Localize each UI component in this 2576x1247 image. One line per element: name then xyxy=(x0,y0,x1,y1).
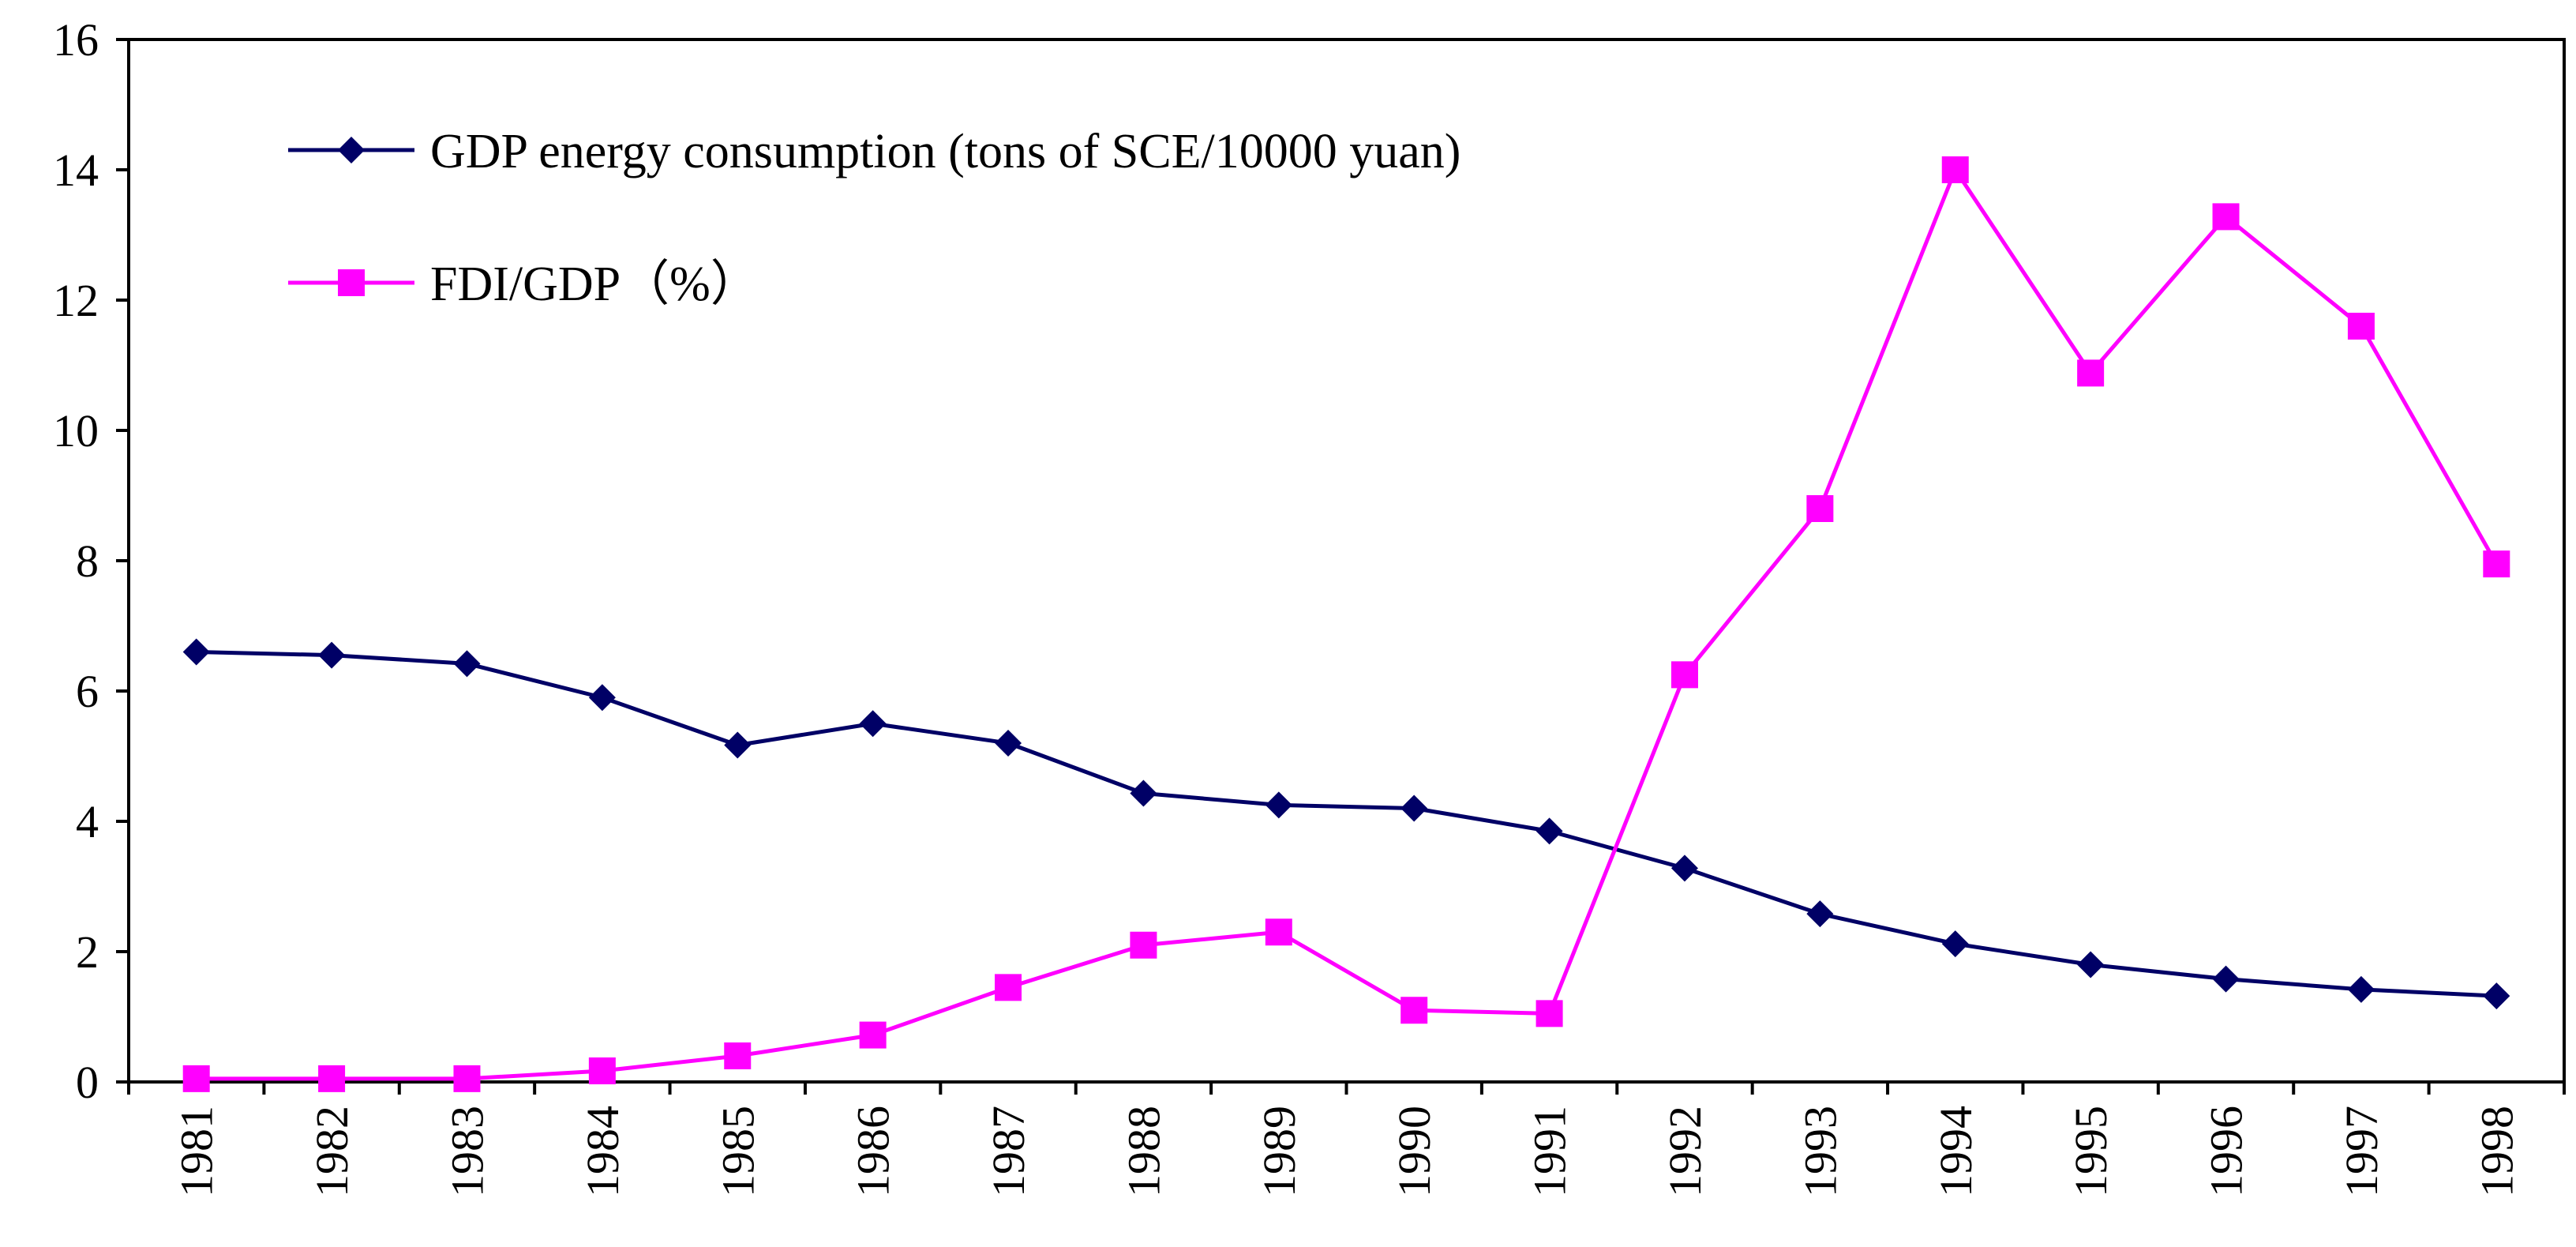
legend-entry: FDI/GDP（%） xyxy=(288,257,759,311)
legend-diamond-marker xyxy=(338,137,365,163)
x-tick-label: 1998 xyxy=(2471,1106,2522,1197)
x-tick-label: 1993 xyxy=(1794,1106,1846,1197)
square-marker xyxy=(724,1042,752,1069)
square-marker xyxy=(1535,1000,1563,1027)
x-tick-label: 1997 xyxy=(2336,1106,2387,1197)
legend: GDP energy consumption (tons of SCE/1000… xyxy=(288,125,1460,311)
diamond-marker xyxy=(182,638,210,666)
x-tick-label: 1992 xyxy=(1659,1106,1711,1197)
diamond-marker xyxy=(1400,794,1428,822)
diamond-marker xyxy=(1806,900,1834,928)
square-marker xyxy=(995,974,1022,1001)
square-marker xyxy=(588,1057,616,1084)
square-marker xyxy=(2212,203,2240,231)
y-axis: 0 2 4 6 8 10 12 14 16 xyxy=(53,14,129,1108)
diamond-marker xyxy=(1265,791,1292,819)
diamond-marker xyxy=(318,641,346,669)
diamond-marker xyxy=(453,650,481,678)
diamond-marker xyxy=(995,730,1022,757)
series-line xyxy=(196,167,2499,1081)
legend-square-marker xyxy=(338,269,365,296)
y-tick-label: 14 xyxy=(53,145,99,196)
x-tick-label: 1984 xyxy=(577,1106,628,1197)
diamond-marker xyxy=(588,684,616,712)
diamond-marker xyxy=(1130,779,1157,807)
diamond-marker xyxy=(1535,817,1563,845)
x-tick-label: 1991 xyxy=(1524,1106,1576,1197)
diamond-marker xyxy=(2483,982,2510,1010)
x-axis: 1981 1982 1983 1984 1985 1986 1987 1988 1989 1990… xyxy=(127,1082,2566,1197)
square-marker xyxy=(318,1065,346,1092)
square-marker xyxy=(1941,156,1969,183)
x-tick-label: 1996 xyxy=(2201,1106,2252,1197)
square-marker xyxy=(1265,918,1292,946)
x-tick-label: 1994 xyxy=(1930,1106,1982,1197)
diamond-marker xyxy=(724,731,752,759)
y-tick-label: 12 xyxy=(53,275,99,326)
square-marker xyxy=(2077,359,2105,387)
series-gdp-energy-consumption xyxy=(182,638,2510,1010)
square-marker xyxy=(2483,550,2510,578)
y-tick-label: 6 xyxy=(76,666,99,717)
x-tick-label: 1989 xyxy=(1254,1106,1305,1197)
x-tick-label: 1983 xyxy=(441,1106,493,1197)
square-marker xyxy=(1670,661,1698,689)
square-marker xyxy=(2347,313,2375,340)
y-tick-label: 10 xyxy=(53,405,99,456)
square-marker xyxy=(182,1065,210,1092)
legend-label: GDP energy consumption (tons of SCE/1000… xyxy=(430,125,1460,178)
diamond-marker xyxy=(859,710,887,738)
y-tick-label: 16 xyxy=(53,14,99,66)
y-tick-label: 2 xyxy=(76,926,99,978)
x-tick-label: 1995 xyxy=(2065,1106,2117,1197)
x-tick-label: 1985 xyxy=(712,1106,763,1197)
x-tick-label: 1982 xyxy=(306,1106,358,1197)
series-fdi-gdp xyxy=(182,156,2510,1092)
x-tick-label: 1986 xyxy=(848,1106,899,1197)
y-tick-label: 0 xyxy=(76,1057,99,1108)
y-tick-label: 4 xyxy=(76,796,99,847)
square-marker xyxy=(1130,931,1157,959)
series-line xyxy=(196,650,2497,998)
x-tick-label: 1981 xyxy=(171,1106,223,1197)
square-marker xyxy=(1806,495,1834,522)
diamond-marker xyxy=(1670,854,1698,882)
diamond-marker xyxy=(2347,975,2375,1003)
x-tick-label: 1987 xyxy=(983,1106,1034,1197)
y-tick-label: 8 xyxy=(76,535,99,587)
series-layer xyxy=(182,156,2510,1092)
x-tick-label: 1988 xyxy=(1118,1106,1169,1197)
square-marker xyxy=(859,1021,887,1049)
legend-entry: GDP energy consumption (tons of SCE/1000… xyxy=(288,125,1460,178)
diamond-marker xyxy=(2077,951,2105,978)
legend-label: FDI/GDP（%） xyxy=(430,257,759,311)
diamond-marker xyxy=(1941,930,1969,958)
square-marker xyxy=(1400,997,1428,1024)
square-marker xyxy=(453,1065,481,1092)
x-tick-label: 1990 xyxy=(1389,1106,1440,1197)
diamond-marker xyxy=(2212,965,2240,993)
